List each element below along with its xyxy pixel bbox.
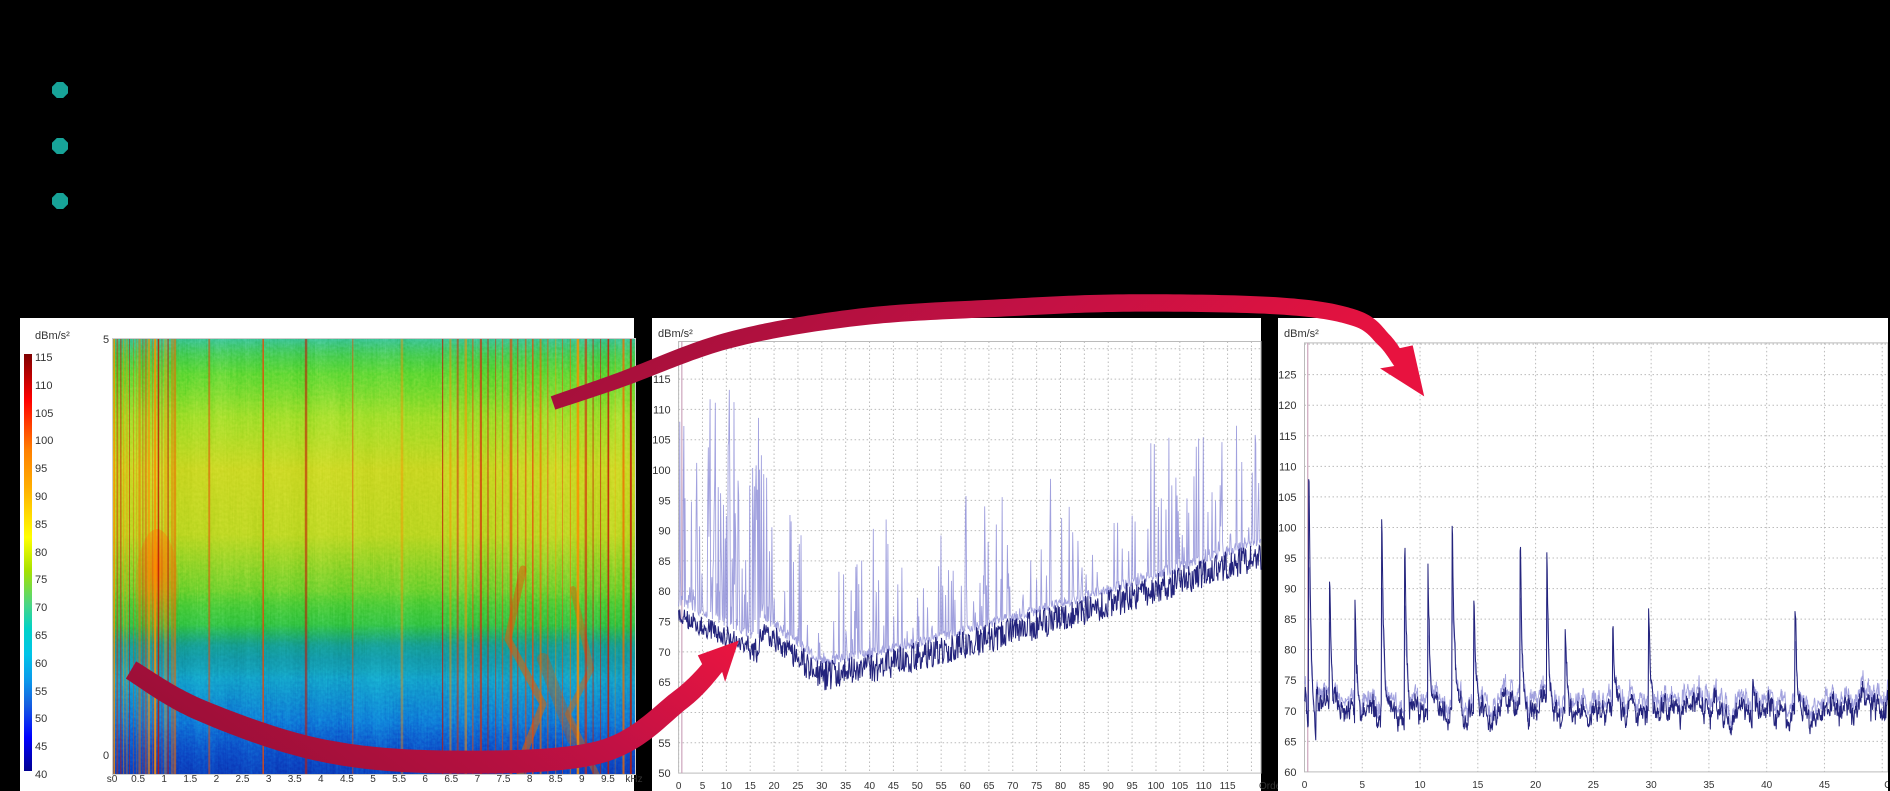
svg-text:95: 95 <box>1127 781 1139 791</box>
svg-text:20: 20 <box>769 781 781 791</box>
svg-text:115: 115 <box>653 374 671 386</box>
svg-text:Order: Order <box>1884 780 1888 791</box>
svg-text:15: 15 <box>1472 780 1484 791</box>
svg-text:100: 100 <box>1278 522 1296 534</box>
svg-text:70: 70 <box>1007 781 1019 791</box>
svg-text:45: 45 <box>888 781 900 791</box>
svg-text:115: 115 <box>1279 431 1297 443</box>
svg-text:90: 90 <box>1284 584 1296 596</box>
svg-text:45: 45 <box>1819 780 1831 791</box>
svg-text:75: 75 <box>1284 675 1296 687</box>
svg-text:80: 80 <box>1055 781 1067 791</box>
svg-text:80: 80 <box>658 586 670 598</box>
svg-text:105: 105 <box>1172 781 1189 791</box>
svg-text:110: 110 <box>1196 781 1212 791</box>
svg-text:60: 60 <box>1284 767 1296 779</box>
svg-text:95: 95 <box>658 495 670 507</box>
svg-text:100: 100 <box>652 465 670 477</box>
svg-text:30: 30 <box>1646 780 1658 791</box>
svg-text:35: 35 <box>840 781 852 791</box>
svg-text:10: 10 <box>721 781 733 791</box>
svg-text:0: 0 <box>676 781 682 791</box>
svg-text:30: 30 <box>816 781 828 791</box>
svg-text:90: 90 <box>658 526 670 538</box>
svg-text:110: 110 <box>653 404 671 416</box>
svg-text:10: 10 <box>1414 780 1426 791</box>
svg-text:80: 80 <box>1284 645 1296 657</box>
svg-text:105: 105 <box>652 435 670 447</box>
svg-text:65: 65 <box>1284 736 1296 748</box>
svg-text:85: 85 <box>1079 781 1091 791</box>
svg-text:65: 65 <box>658 677 670 689</box>
svg-text:0: 0 <box>1302 780 1308 791</box>
svg-text:60: 60 <box>658 707 670 719</box>
svg-text:55: 55 <box>658 738 670 750</box>
svg-text:40: 40 <box>1761 780 1773 791</box>
svg-text:50: 50 <box>912 781 924 791</box>
svg-text:105: 105 <box>1278 492 1296 504</box>
svg-text:55: 55 <box>936 781 948 791</box>
svg-text:50: 50 <box>658 768 670 780</box>
svg-text:100: 100 <box>1148 781 1165 791</box>
svg-text:60: 60 <box>959 781 971 791</box>
svg-text:85: 85 <box>1284 614 1296 626</box>
svg-text:5: 5 <box>700 781 706 791</box>
svg-text:5: 5 <box>1359 780 1365 791</box>
svg-text:25: 25 <box>792 781 804 791</box>
svg-text:65: 65 <box>983 781 995 791</box>
svg-text:120: 120 <box>1278 400 1296 412</box>
svg-text:125: 125 <box>1278 370 1296 382</box>
svg-text:40: 40 <box>864 781 876 791</box>
svg-text:110: 110 <box>1279 461 1297 473</box>
svg-text:20: 20 <box>1530 780 1542 791</box>
svg-text:85: 85 <box>658 556 670 568</box>
svg-text:75: 75 <box>1031 781 1043 791</box>
svg-text:75: 75 <box>658 617 670 629</box>
svg-text:25: 25 <box>1588 780 1600 791</box>
svg-text:70: 70 <box>658 647 670 659</box>
svg-text:35: 35 <box>1703 780 1715 791</box>
svg-text:90: 90 <box>1103 781 1115 791</box>
svg-text:115: 115 <box>1220 781 1236 791</box>
svg-text:15: 15 <box>745 781 757 791</box>
svg-text:95: 95 <box>1284 553 1296 565</box>
svg-text:70: 70 <box>1284 706 1296 718</box>
